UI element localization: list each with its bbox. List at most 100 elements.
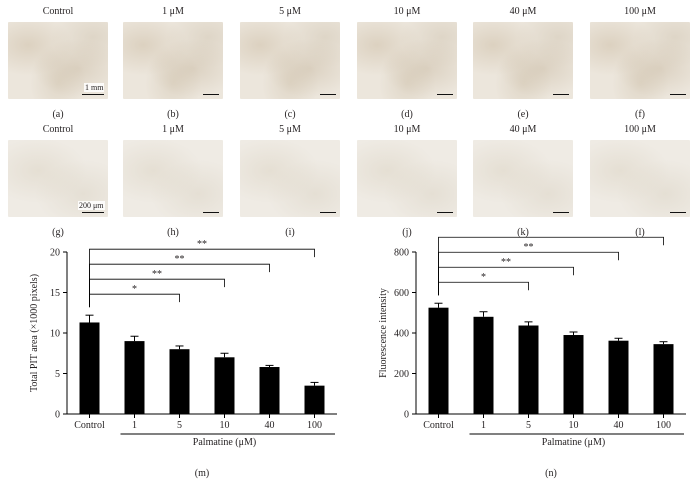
panel-letter: (h) (167, 227, 179, 238)
bar (473, 316, 494, 414)
significance-mark: * (481, 272, 486, 283)
micrograph-image (473, 22, 573, 99)
top_row-header: 5 μM (279, 6, 301, 17)
bar (169, 349, 190, 414)
y-tick-label: 5 (55, 369, 60, 380)
panel-letter: (a) (52, 109, 64, 120)
x-tick-label: 10 (220, 420, 230, 431)
panel-letter: (g) (52, 227, 64, 238)
significance-mark: ** (152, 269, 162, 280)
bar (563, 335, 584, 414)
panel-letter: (c) (284, 109, 296, 120)
bottom_row-header: Control (42, 124, 74, 135)
bar (653, 344, 674, 414)
panel-letter: (e) (517, 109, 529, 120)
micrograph-image (123, 140, 223, 217)
significance-bracket (89, 278, 225, 308)
panel-letter: (i) (285, 227, 295, 238)
x-axis-label: Palmatine (μM) (193, 437, 256, 448)
scale-bar (203, 94, 219, 95)
y-tick-label: 10 (50, 329, 60, 340)
significance-mark: * (132, 284, 137, 295)
significance-bracket (89, 293, 180, 308)
scale-label: 200 μm (78, 201, 105, 210)
scale-bar (320, 94, 336, 95)
scale-label: 1 mm (84, 83, 105, 92)
y-tick-label: 200 (394, 369, 409, 380)
y-axis-label: Total PIT area (×1000 pixels) (29, 274, 40, 392)
scale-bar (82, 94, 104, 95)
scale-bar (203, 212, 219, 213)
y-tick-label: 20 (50, 248, 60, 259)
micrograph-image (240, 140, 340, 217)
panel-letter: (f) (635, 109, 645, 120)
scale-bar (437, 212, 453, 213)
significance-bracket (438, 236, 664, 296)
bottom_row-header: 40 μM (509, 124, 537, 135)
scale-bar (82, 212, 104, 213)
significance-bracket (438, 266, 574, 296)
bar (79, 322, 100, 414)
panel-letter: (n) (545, 468, 557, 479)
scale-bar (670, 94, 686, 95)
scale-bar (553, 212, 569, 213)
panel-letter: (l) (635, 227, 645, 238)
y-tick-label: 800 (394, 248, 409, 259)
significance-mark: ** (175, 254, 185, 265)
scale-bar (320, 212, 336, 213)
bar (259, 367, 280, 414)
bar (608, 340, 629, 414)
panel-letter: (b) (167, 109, 179, 120)
bottom_row-header: 100 μM (624, 124, 656, 135)
x-tick-label: 100 (656, 420, 671, 431)
panel-letter: (m) (195, 468, 209, 479)
micrograph-image (240, 22, 340, 99)
micrograph-image (123, 22, 223, 99)
bottom_row-header: 1 μM (162, 124, 184, 135)
significance-bracket (438, 281, 529, 296)
bottom_row-header: 10 μM (393, 124, 421, 135)
significance-bracket (89, 248, 315, 308)
top_row-header: 10 μM (393, 6, 421, 17)
x-tick-label: Control (74, 420, 105, 431)
x-tick-label: 5 (526, 420, 531, 431)
panel-letter: (d) (401, 109, 413, 120)
top_row-header: 40 μM (509, 6, 537, 17)
bar (124, 341, 145, 414)
bar (428, 307, 449, 414)
x-tick-label: 40 (614, 420, 624, 431)
micrograph-image (590, 140, 690, 217)
y-tick-label: 0 (55, 410, 60, 421)
y-tick-label: 15 (50, 288, 60, 299)
top_row-header: 100 μM (624, 6, 656, 17)
x-tick-label: 1 (132, 420, 137, 431)
x-tick-label: Control (423, 420, 454, 431)
panel-letter: (j) (402, 227, 412, 238)
micrograph-image (590, 22, 690, 99)
bar (304, 385, 325, 414)
y-tick-label: 400 (394, 329, 409, 340)
scale-bar (437, 94, 453, 95)
micrograph-image (357, 22, 457, 99)
x-tick-label: 10 (569, 420, 579, 431)
micrograph-image (473, 140, 573, 217)
significance-mark: ** (501, 257, 511, 268)
bottom_row-header: 5 μM (279, 124, 301, 135)
scale-bar (553, 94, 569, 95)
chart-n: 0 200 400 600 800 Fluorescence intensity Contr… (378, 232, 686, 479)
bar (214, 357, 235, 414)
x-tick-label: 40 (265, 420, 275, 431)
top_row-header: Control (42, 6, 74, 17)
y-tick-label: 600 (394, 288, 409, 299)
top_row-header: 1 μM (162, 6, 184, 17)
y-axis-label: Fluorescence intensity (378, 288, 389, 378)
x-tick-label: 100 (307, 420, 322, 431)
significance-mark: ** (546, 232, 556, 238)
x-tick-label: 5 (177, 420, 182, 431)
x-tick-label: 1 (481, 420, 486, 431)
significance-mark: ** (197, 239, 207, 250)
bar (518, 325, 539, 414)
scale-bar (670, 212, 686, 213)
x-axis-label: Palmatine (μM) (542, 437, 605, 448)
